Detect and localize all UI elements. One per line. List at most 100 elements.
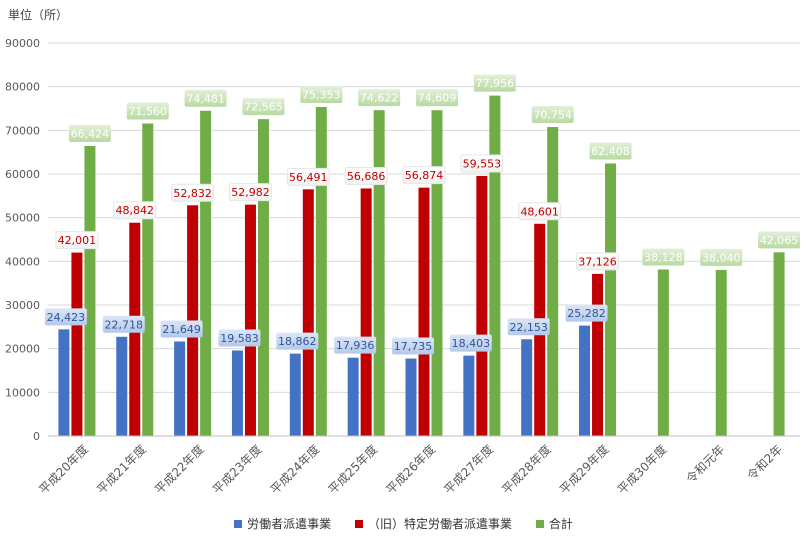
bar-tokutei bbox=[71, 252, 83, 436]
legend-swatch-haken bbox=[234, 520, 243, 528]
data-label-tokutei: 56,874 bbox=[405, 169, 444, 182]
data-label-box-tokutei bbox=[518, 202, 562, 221]
data-label-haken: 18,403 bbox=[452, 337, 491, 350]
data-label-haken: 17,735 bbox=[394, 340, 433, 353]
data-label-box-tokutei bbox=[113, 201, 157, 220]
data-label-total: 75,353 bbox=[302, 88, 341, 101]
data-label-tokutei: 48,842 bbox=[116, 204, 155, 217]
x-tick-label: 平成23年度 bbox=[209, 442, 264, 497]
data-label-total: 71,560 bbox=[129, 105, 168, 118]
bar-total bbox=[431, 110, 443, 436]
data-label-total: 42,065 bbox=[760, 234, 799, 247]
data-label-haken: 21,649 bbox=[162, 323, 201, 336]
bar-tokutei bbox=[476, 175, 488, 436]
data-label-haken: 24,423 bbox=[47, 311, 86, 324]
bar-haken bbox=[463, 355, 475, 436]
data-label-box-total bbox=[358, 89, 401, 107]
bars bbox=[58, 95, 785, 437]
data-label-box-haken bbox=[218, 329, 261, 347]
data-label-box-haken bbox=[392, 337, 434, 355]
x-tick-label: 平成26年度 bbox=[383, 442, 438, 497]
x-axis: 平成20年度 平成21年度 平成22年度 平成23年度 平成24年度 平成25年度 平成26… bbox=[36, 435, 800, 497]
x-tick-label: 平成24年度 bbox=[267, 442, 322, 497]
data-label-box-total bbox=[758, 231, 801, 249]
bar-total bbox=[605, 163, 617, 437]
data-label-tokutei: 56,491 bbox=[289, 171, 328, 184]
data-label-haken: 19,583 bbox=[220, 332, 259, 345]
data-label-box-total bbox=[416, 89, 458, 107]
y-tick-label: 60000 bbox=[5, 168, 40, 181]
bar-haken bbox=[289, 353, 301, 436]
bar-total bbox=[773, 252, 785, 436]
data-label-box-tokutei bbox=[286, 167, 330, 186]
data-label-box-haken bbox=[160, 320, 203, 338]
data-label-box-total bbox=[531, 106, 574, 124]
x-tick-label: 平成22年度 bbox=[151, 442, 206, 497]
x-tick-label: 平成21年度 bbox=[94, 442, 149, 497]
data-label-box-tokutei bbox=[344, 166, 388, 185]
unit-label: 単位（所） bbox=[8, 8, 69, 22]
x-tick-label: 平成28年度 bbox=[498, 442, 553, 497]
data-label-box-total bbox=[300, 85, 343, 103]
bar-haken bbox=[579, 325, 591, 436]
bar-total bbox=[200, 110, 212, 436]
bar-tokutei bbox=[592, 273, 604, 436]
data-label-total: 62,408 bbox=[591, 145, 630, 158]
data-label-box-haken bbox=[507, 318, 550, 336]
bar-tokutei bbox=[244, 204, 256, 436]
bar-total bbox=[373, 110, 385, 436]
data-label-tokutei: 59,553 bbox=[463, 157, 502, 170]
bar-haken bbox=[231, 350, 243, 436]
y-tick-label: 20000 bbox=[5, 343, 40, 356]
data-label-total: 74,609 bbox=[418, 92, 457, 105]
legend-label-haken: 労働者派遣事業 bbox=[247, 517, 332, 531]
data-label-total: 38,128 bbox=[644, 251, 683, 264]
bar-tokutei bbox=[418, 187, 430, 436]
bar-total bbox=[315, 106, 327, 437]
legend-swatch-total bbox=[535, 520, 544, 528]
data-label-haken: 22,718 bbox=[105, 318, 144, 331]
data-label-box-haken bbox=[449, 334, 492, 352]
x-tick-label: 平成29年度 bbox=[556, 442, 611, 497]
data-label-box-tokutei bbox=[228, 183, 272, 202]
bar-tokutei bbox=[302, 189, 314, 436]
data-label-total: 77,956 bbox=[476, 77, 515, 90]
y-tick-label: 0 bbox=[33, 430, 40, 443]
bar-tokutei bbox=[360, 188, 372, 436]
data-label-box-tokutei bbox=[460, 154, 504, 173]
data-label-total: 70,754 bbox=[533, 109, 572, 122]
y-tick-label: 30000 bbox=[5, 299, 40, 312]
legend-label-tokutei: （旧）特定労働者派遣事業 bbox=[367, 517, 512, 531]
data-label-tokutei: 37,126 bbox=[578, 255, 617, 268]
data-label-box-tokutei bbox=[576, 252, 620, 271]
data-label-total: 74,481 bbox=[186, 92, 225, 105]
data-label-box-total bbox=[126, 102, 169, 120]
data-label-box-tokutei bbox=[55, 231, 99, 250]
data-label-box-total bbox=[700, 248, 743, 266]
data-label-box-total bbox=[642, 248, 685, 266]
bar-total bbox=[257, 119, 269, 436]
data-label-tokutei: 56,686 bbox=[347, 170, 386, 183]
bar-total bbox=[142, 123, 154, 436]
data-label-box-tokutei bbox=[402, 166, 446, 185]
legend-item-haken: 労働者派遣事業 bbox=[234, 515, 331, 532]
data-label-box-total bbox=[589, 142, 632, 160]
legend-swatch-tokutei bbox=[354, 520, 363, 528]
data-label-box-haken bbox=[102, 315, 145, 333]
bar-total bbox=[657, 269, 669, 436]
data-label-haken: 25,282 bbox=[567, 307, 606, 320]
bar-haken bbox=[116, 336, 128, 436]
legend-label-total: 合計 bbox=[548, 517, 573, 531]
data-label-haken: 17,936 bbox=[336, 339, 375, 352]
data-label-box-haken bbox=[44, 308, 87, 326]
data-label-box-haken bbox=[276, 332, 319, 350]
legend-item-tokutei: （旧）特定労働者派遣事業 bbox=[354, 515, 512, 532]
data-label-tokutei: 48,601 bbox=[520, 205, 559, 218]
bar-haken bbox=[58, 329, 70, 436]
data-label-box-tokutei bbox=[171, 183, 215, 202]
data-label-tokutei: 52,832 bbox=[173, 187, 212, 200]
data-label-box-haken bbox=[565, 304, 608, 322]
y-tick-label: 10000 bbox=[5, 386, 40, 399]
legend: 労働者派遣事業 （旧）特定労働者派遣事業 合計 bbox=[0, 515, 807, 532]
